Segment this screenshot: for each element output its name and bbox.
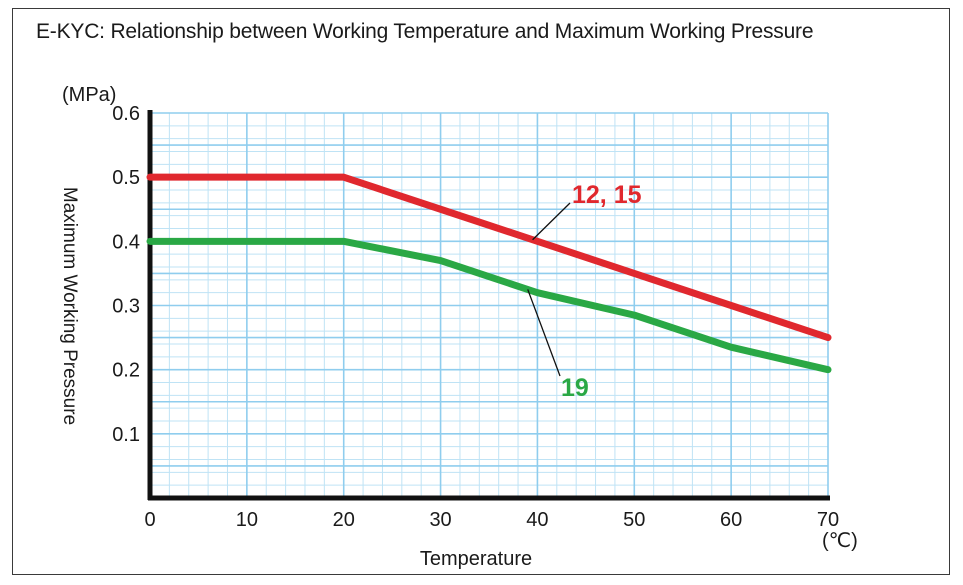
leader-line-19 [527, 289, 561, 377]
x-tick-label: 40 [526, 509, 548, 531]
series-lines [146, 173, 832, 374]
y-tick-label: 0.3 [112, 296, 140, 318]
y-tick-label: 0.2 [112, 360, 140, 382]
axis-labels: (MPa) (℃) Temperature Maximum Working Press… [59, 84, 858, 570]
x-tick-label: 70 [817, 509, 839, 531]
leader-line-12-15 [532, 202, 571, 241]
series-line-12-15 [146, 173, 832, 342]
x-tick-label: 50 [623, 509, 645, 531]
x-axis-unit: (℃) [822, 530, 858, 552]
x-axis-label: Temperature [420, 548, 532, 570]
y-axis-unit: (MPa) [62, 84, 116, 106]
x-tick-label: 10 [236, 509, 258, 531]
x-tick-label: 20 [333, 509, 355, 531]
y-tick-label: 0.5 [112, 167, 140, 189]
chart-title: E-KYC: Relationship between Working Temp… [36, 20, 814, 43]
x-tick-label: 60 [720, 509, 742, 531]
x-tick-label: 0 [144, 509, 155, 531]
x-tick-label: 30 [429, 509, 451, 531]
tick-labels: 0 10 20 30 40 50 60 70 0.1 0.2 0.3 0.4 0.5 0.6 [112, 103, 839, 531]
series-label-12-15: 12, 15 [572, 181, 642, 209]
y-tick-label: 0.4 [112, 231, 140, 253]
y-axis-label: Maximum Working Pressure [59, 187, 80, 425]
y-tick-label: 0.1 [112, 424, 140, 446]
y-tick-label: 0.6 [112, 103, 140, 125]
annotation-leaders: 12, 15 19 [527, 181, 642, 402]
series-line-19 [146, 237, 832, 374]
series-label-19: 19 [561, 374, 589, 402]
